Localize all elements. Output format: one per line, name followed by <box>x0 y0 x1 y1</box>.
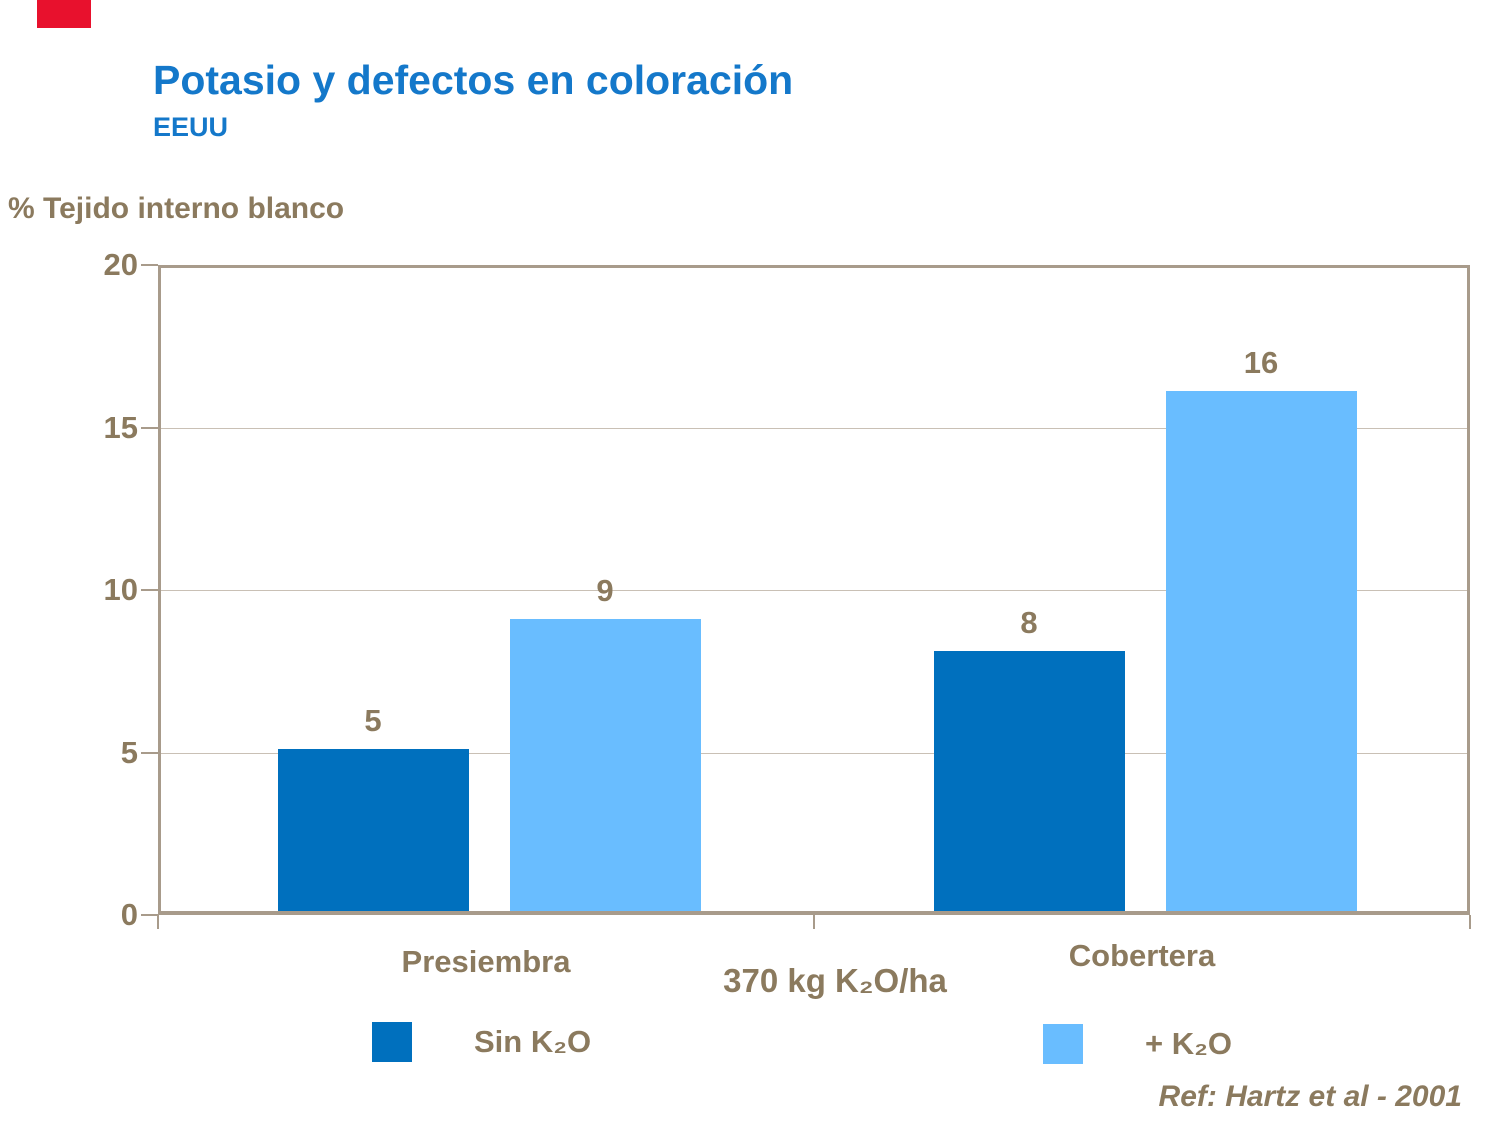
y-tick-mark-20 <box>141 264 158 266</box>
category-label-cobertera: Cobertera <box>1068 938 1216 973</box>
dose-note: 370 kg K₂O/ha <box>723 962 947 999</box>
category-label-presiembra: Presiembra <box>401 944 571 979</box>
bar-value-label-presiembra-1: 9 <box>596 572 614 608</box>
legend-label-sin-k2o: Sin K₂O <box>474 1024 592 1059</box>
y-tick-label-20: 20 <box>103 247 138 282</box>
y-tick-mark-0 <box>141 914 158 916</box>
x-tick-mark-0 <box>157 915 159 929</box>
legend-swatch-sin-k2o <box>372 1022 412 1062</box>
y-tick-mark-10 <box>141 589 158 591</box>
legend-item-plus-k2o: + K₂O <box>1043 1024 1232 1064</box>
y-tick-mark-15 <box>141 426 158 429</box>
y-axis-title: % Tejido interno blanco <box>8 192 345 225</box>
reference-note: Ref: Hartz et al - 2001 <box>1158 1080 1462 1113</box>
y-tick-label-15: 15 <box>103 409 138 445</box>
legend-label-plus-k2o: + K₂O <box>1145 1026 1232 1061</box>
bar-value-label-cobertera-0: 8 <box>1020 605 1038 640</box>
gridline-5 <box>161 752 1467 754</box>
x-tick-mark-1 <box>813 915 815 929</box>
bar-plus-k2o-cobertera <box>1165 391 1357 911</box>
y-tick-label-0: 0 <box>120 897 138 932</box>
plot-area: 5 9 8 16 <box>158 265 1470 915</box>
brand-accent-block <box>37 0 91 28</box>
bar-value-label-presiembra-0: 5 <box>364 702 382 738</box>
bar-plus-k2o-presiembra <box>509 618 701 911</box>
y-tick-label-10: 10 <box>103 572 138 607</box>
gridline-15 <box>161 427 1467 429</box>
y-tick-label-5: 5 <box>120 734 138 770</box>
legend-swatch-plus-k2o <box>1043 1024 1083 1064</box>
gridline-10 <box>161 590 1467 591</box>
chart-title: Potasio y defectos en coloración <box>153 57 794 103</box>
legend-item-sin-k2o: Sin K₂O <box>372 1022 591 1062</box>
y-tick-mark-5 <box>141 751 158 754</box>
bar-sin-k2o-presiembra <box>277 748 469 911</box>
x-tick-mark-2 <box>1469 915 1471 929</box>
chart-subtitle: EEUU <box>153 112 229 142</box>
bar-value-label-cobertera-1: 16 <box>1243 345 1279 380</box>
bar-sin-k2o-cobertera <box>933 651 1125 911</box>
